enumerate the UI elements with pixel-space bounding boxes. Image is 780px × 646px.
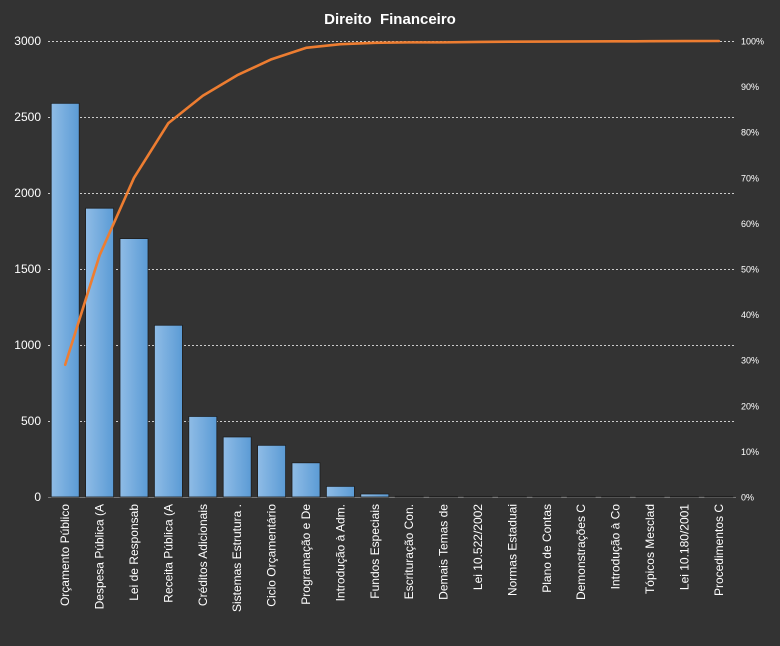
bar [50,102,80,498]
x-tick-label: Fundos Especiais [368,504,382,599]
y-right-tick-label: 40% [741,310,759,320]
x-tick-label: Lei de Responsab [127,504,141,601]
cumulative-line [63,39,721,367]
y-right-tick-label: 10% [741,447,759,457]
y-right-tick-label: 0% [741,493,754,503]
x-tick-label: Plano de Contas [540,504,554,593]
x-tick-label: Orçamento Público [58,504,72,606]
y-left-tick-label: 2000 [14,186,41,200]
y-left-tick-label: 1500 [14,262,41,276]
x-tick-label: Lei 10.522/2002 [471,504,485,590]
x-tick-label: Lei 10.180/2001 [677,504,691,590]
y-right-tick-label: 60% [741,219,759,229]
chart-title: Direito Financeiro [324,11,456,28]
x-tick-label: Demais Temas de [437,504,451,600]
bar [119,238,149,498]
y-left-tick-label: 500 [21,414,41,428]
x-tick-label: Introdução à Co [609,504,623,590]
x-tick-label: Tópicos Mesclad [643,504,657,594]
x-tick-label: Receita Pública (A [161,504,175,603]
cumulative-line-series [63,39,721,367]
bar [601,495,630,498]
y-left-tick-label: 3000 [14,34,41,48]
bar [291,462,321,498]
bar [360,493,390,498]
bar [188,416,218,498]
bar [635,495,665,498]
bar [670,495,699,498]
bar [566,495,596,498]
x-tick-label: Procedimentos C [712,504,726,596]
category-axis: Orçamento Público Despesa Pública (A Lei d… [58,504,726,612]
x-tick-label: Introdução à Adm. [333,504,347,601]
y-right-tick-label: 70% [741,173,759,183]
y-right-tick-label: 100% [741,37,764,47]
bar [222,436,252,498]
bar [257,444,287,498]
y-left-tick-label: 2500 [14,110,41,124]
bar [394,495,424,498]
x-tick-label: Sistemas Estrutura . [230,504,244,612]
x-tick-label: Créditos Adicionais [196,504,210,606]
left-axis: 0 500 1000 1500 2000 2500 3000 [14,34,41,504]
gridlines [48,41,736,498]
y-right-tick-label: 20% [741,401,759,411]
y-right-tick-label: 90% [741,82,759,92]
right-axis: 0% 10% 20% 30% 40% 50% 60% 70% 80% 90% 100% [741,37,764,503]
y-right-tick-label: 80% [741,128,759,138]
bar [429,495,459,498]
x-tick-label: Ciclo Orçamentário [265,504,279,607]
bar [463,495,493,498]
bar [325,485,355,498]
bar [85,207,114,498]
y-left-tick-label: 1000 [14,338,41,352]
y-right-tick-label: 50% [741,265,759,275]
x-tick-label: Despesa Pública (A [93,504,107,609]
x-tick-label: Escrituração Con. [402,504,416,599]
y-right-tick-label: 30% [741,356,759,366]
bar [704,495,734,498]
bar [153,324,183,498]
bar [497,495,527,498]
x-tick-label: Demonstrações C [574,504,588,600]
x-tick-label: Programação e De [299,504,313,605]
bar [532,495,562,498]
x-tick-label: Normas Estaduai [505,504,519,596]
bar-series [50,102,734,498]
y-left-tick-label: 0 [34,490,41,504]
